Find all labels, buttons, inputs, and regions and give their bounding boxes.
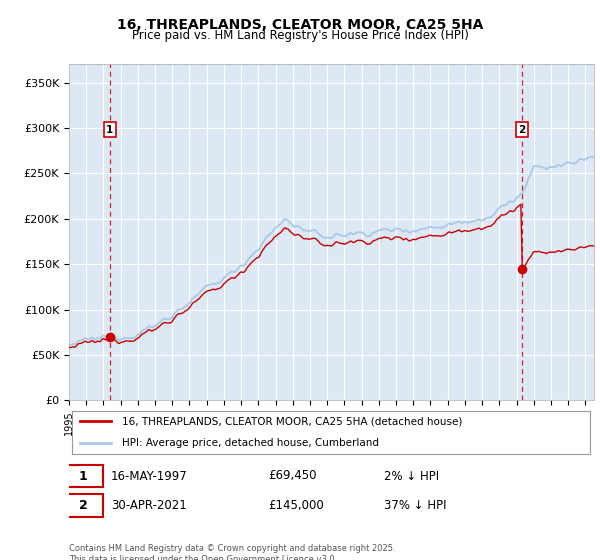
Text: 1: 1 [79,469,88,483]
Text: 16, THREAPLANDS, CLEATOR MOOR, CA25 5HA (detached house): 16, THREAPLANDS, CLEATOR MOOR, CA25 5HA … [121,416,462,426]
Text: £69,450: £69,450 [269,469,317,483]
Text: 37% ↓ HPI: 37% ↓ HPI [384,499,446,512]
Text: Price paid vs. HM Land Registry's House Price Index (HPI): Price paid vs. HM Land Registry's House … [131,29,469,42]
Text: 16, THREAPLANDS, CLEATOR MOOR, CA25 5HA: 16, THREAPLANDS, CLEATOR MOOR, CA25 5HA [117,18,483,32]
FancyBboxPatch shape [64,494,103,516]
Text: 2: 2 [518,125,526,135]
Text: 2: 2 [79,499,88,512]
FancyBboxPatch shape [71,410,590,455]
Text: HPI: Average price, detached house, Cumberland: HPI: Average price, detached house, Cumb… [121,438,379,448]
Text: 2% ↓ HPI: 2% ↓ HPI [384,469,439,483]
FancyBboxPatch shape [64,465,103,487]
Text: 30-APR-2021: 30-APR-2021 [111,499,187,512]
Text: 1: 1 [106,125,113,135]
Text: £145,000: £145,000 [269,499,324,512]
Text: Contains HM Land Registry data © Crown copyright and database right 2025.
This d: Contains HM Land Registry data © Crown c… [69,544,395,560]
Text: 16-MAY-1997: 16-MAY-1997 [111,469,188,483]
